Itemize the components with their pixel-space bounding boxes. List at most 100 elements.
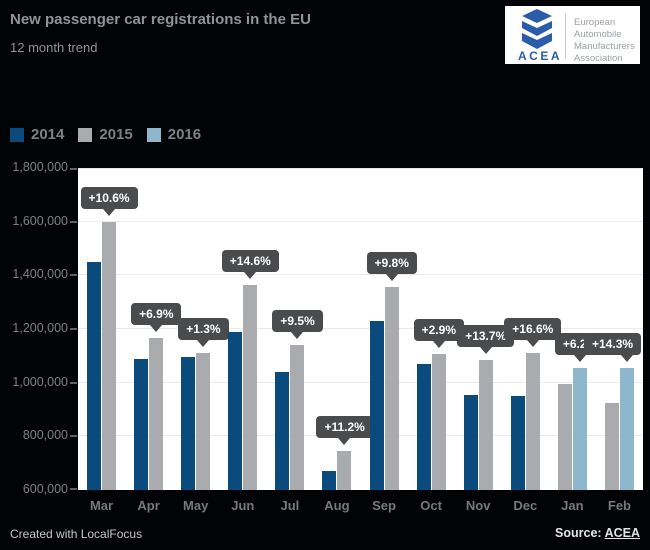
change-label-Aug: +11.2% [316, 416, 373, 439]
bar-2015-Jan[interactable] [557, 384, 572, 490]
x-axis-label-Nov: Nov [465, 498, 491, 513]
y-axis-tick [70, 220, 77, 223]
legend-swatch-2016 [146, 127, 161, 142]
source-label: Source: [555, 526, 602, 540]
legend-label: 2014 [31, 126, 65, 143]
x-axis-label-Jun: Jun [231, 498, 255, 513]
bar-2014-Apr[interactable] [134, 358, 149, 490]
change-label-Jun: +14.6% [221, 249, 279, 272]
legend-swatch-2015 [78, 127, 93, 142]
change-label-Mar: +10.6% [80, 186, 138, 209]
change-label-pointer [479, 346, 492, 354]
bar-2015-May[interactable] [196, 353, 211, 490]
chart-legend: 2014 2015 2016 [10, 126, 201, 143]
gridline [78, 168, 643, 169]
bar-2014-Mar[interactable] [87, 261, 102, 490]
logo-divider [565, 13, 566, 59]
change-label-pointer [338, 438, 351, 446]
bar-2015-Feb[interactable] [604, 402, 619, 490]
y-axis-label: 1,400,000 [12, 267, 68, 282]
change-label-pointer [620, 354, 633, 362]
gridline [78, 381, 643, 383]
bar-2016-Feb[interactable] [619, 367, 634, 490]
bar-2014-Aug[interactable] [322, 471, 337, 490]
bar-2014-Jun[interactable] [228, 331, 243, 490]
bar-2015-Aug[interactable] [337, 451, 352, 490]
y-axis-tick [70, 274, 77, 277]
legend-label: 2015 [99, 126, 133, 143]
change-label-Sep: +9.8% [366, 252, 417, 275]
change-label-pointer [244, 271, 257, 279]
x-axis-label-Aug: Aug [324, 498, 350, 513]
bar-2015-Mar[interactable] [102, 221, 117, 490]
org-name-line: Association [574, 53, 623, 64]
y-axis-tick [70, 488, 77, 490]
change-label-pointer [150, 325, 163, 333]
legend-label: 2016 [167, 126, 202, 143]
y-axis-label: 600,000 [22, 482, 68, 496]
change-label-Feb: +14.3% [584, 332, 642, 355]
change-label-Nov: +13.7% [457, 324, 515, 347]
y-axis-label: 1,000,000 [12, 374, 68, 389]
bar-2014-Oct[interactable] [416, 363, 431, 490]
legend-item-2014: 2014 [10, 126, 64, 143]
bar-2015-Jul[interactable] [290, 345, 305, 490]
change-label-Apr: +6.9% [131, 303, 182, 326]
change-label-Dec: +16.6% [504, 318, 562, 341]
x-axis-label-Mar: Mar [89, 498, 114, 513]
org-name-line: Automobile [574, 29, 622, 40]
y-axis-label: 800,000 [22, 428, 68, 443]
bar-2014-Sep[interactable] [369, 320, 384, 490]
bar-2014-Nov[interactable] [463, 394, 478, 490]
change-label-pointer [432, 341, 445, 349]
x-axis-label-Feb: Feb [607, 498, 631, 513]
change-label-pointer [526, 340, 539, 348]
acea-wordmark: ACEA [518, 49, 563, 63]
acea-cube-icon [522, 9, 552, 49]
gridline [78, 274, 643, 276]
y-axis-label: 1,200,000 [12, 321, 68, 335]
acea-logo: ACEA European Automobile Manufacturers A… [505, 6, 640, 64]
credit-text: Created with LocalFocus [10, 527, 143, 541]
page-title: New passenger car registrations in the E… [10, 11, 311, 28]
org-name-line: Manufacturers [574, 41, 635, 52]
legend-swatch-2014 [10, 127, 24, 142]
bar-2015-Apr[interactable] [149, 338, 164, 490]
bar-2015-Sep[interactable] [384, 287, 399, 490]
y-axis-tick [70, 381, 77, 384]
x-axis-label-May: May [183, 498, 209, 513]
bar-2016-Jan[interactable] [572, 367, 587, 490]
source: Source: ACEA [555, 526, 640, 540]
change-label-Oct: +2.9% [413, 319, 464, 342]
y-axis-label: 1,800,000 [12, 160, 68, 174]
page-subtitle: 12 month trend [10, 40, 98, 55]
x-axis-label-Oct: Oct [420, 498, 442, 513]
y-axis-label: 1,600,000 [12, 213, 68, 228]
change-label-pointer [573, 354, 586, 362]
org-name: European Automobile Manufacturers Associ… [574, 17, 635, 65]
bar-2014-Dec[interactable] [510, 396, 525, 490]
change-label-pointer [103, 208, 116, 216]
bar-2014-Jul[interactable] [275, 371, 290, 490]
change-label-pointer [385, 274, 398, 282]
y-axis-tick [70, 328, 77, 330]
change-label-pointer [197, 340, 210, 348]
y-axis-tick [70, 435, 77, 438]
y-axis-tick [70, 168, 77, 170]
bar-2015-Oct[interactable] [431, 354, 446, 490]
source-link[interactable]: ACEA [604, 526, 640, 540]
x-axis-label-Jul: Jul [280, 498, 300, 513]
legend-item-2016: 2016 [146, 126, 202, 143]
x-axis-label-Apr: Apr [137, 498, 160, 513]
legend-item-2015: 2015 [78, 126, 133, 143]
bar-2015-Dec[interactable] [525, 353, 540, 490]
bar-2015-Nov[interactable] [478, 359, 493, 490]
change-label-pointer [291, 332, 304, 340]
bar-2015-Jun[interactable] [243, 284, 258, 490]
x-axis-label-Sep: Sep [372, 498, 396, 513]
x-axis-label-Dec: Dec [513, 498, 538, 513]
change-label-May: +1.3% [178, 318, 229, 341]
x-axis-label-Jan: Jan [561, 498, 584, 513]
gridline [78, 220, 643, 222]
bar-2014-May[interactable] [181, 357, 196, 490]
